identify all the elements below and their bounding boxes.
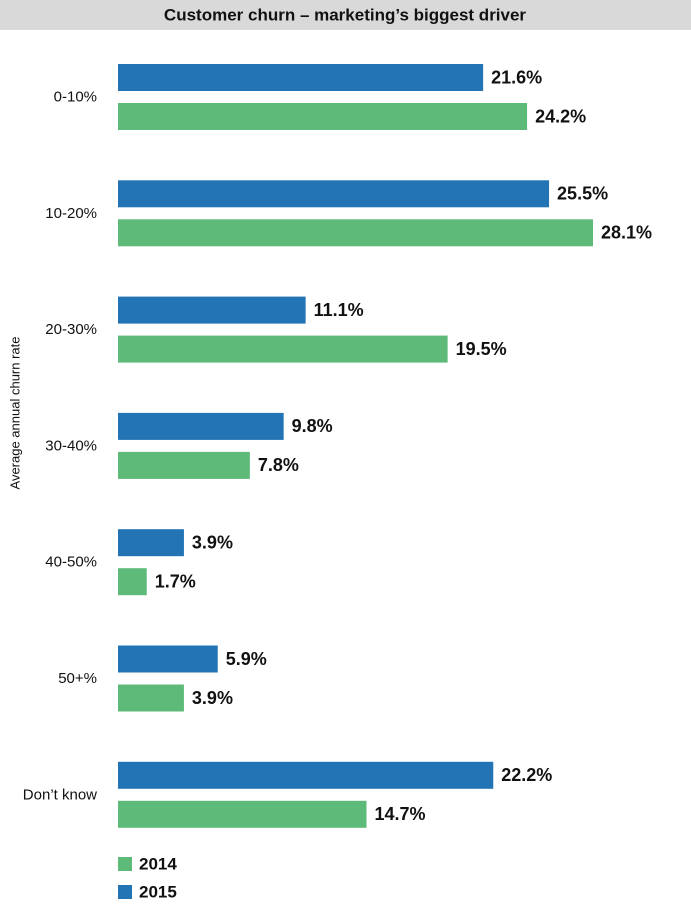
data-label: 1.7% <box>155 571 196 591</box>
legend-swatch <box>118 885 132 899</box>
data-label: 3.9% <box>192 688 233 708</box>
bar <box>118 451 250 479</box>
y-tick-label: 50+% <box>58 670 97 687</box>
y-axis-label: Average annual churn rate <box>7 337 22 490</box>
bar <box>118 64 484 91</box>
data-label: 7.8% <box>258 455 299 475</box>
data-label: 19.5% <box>456 339 507 359</box>
bar <box>118 296 306 324</box>
data-label: 21.6% <box>491 67 542 87</box>
bar <box>118 645 218 673</box>
data-label: 22.2% <box>501 765 552 785</box>
legend-swatch <box>118 857 132 871</box>
data-label: 25.5% <box>557 184 608 204</box>
chart-title: Customer churn – marketing’s biggest dri… <box>164 5 527 24</box>
bar <box>118 335 448 363</box>
data-label: 28.1% <box>601 223 652 243</box>
bar <box>118 180 550 208</box>
y-tick-label: 0-10% <box>54 88 97 105</box>
bar <box>118 761 494 789</box>
bar <box>118 412 284 440</box>
bar <box>118 684 184 712</box>
y-tick-label: 10-20% <box>45 205 97 222</box>
y-tick-label: 20-30% <box>45 321 97 338</box>
data-label: 24.2% <box>535 106 586 126</box>
data-label: 3.9% <box>192 532 233 552</box>
bar <box>118 219 593 247</box>
bar <box>118 800 367 828</box>
y-tick-label: Don’t know <box>23 786 97 803</box>
data-label: 9.8% <box>292 416 333 436</box>
legend-label: 2015 <box>139 882 177 901</box>
bar <box>118 568 147 596</box>
legend-label: 2014 <box>139 854 177 873</box>
data-label: 14.7% <box>374 804 425 824</box>
bar <box>118 529 184 557</box>
data-label: 11.1% <box>314 300 364 320</box>
y-tick-label: 40-50% <box>45 554 97 571</box>
bar <box>118 103 528 130</box>
y-tick-label: 30-40% <box>45 437 97 454</box>
data-label: 5.9% <box>226 649 267 669</box>
title-bar <box>0 0 691 30</box>
